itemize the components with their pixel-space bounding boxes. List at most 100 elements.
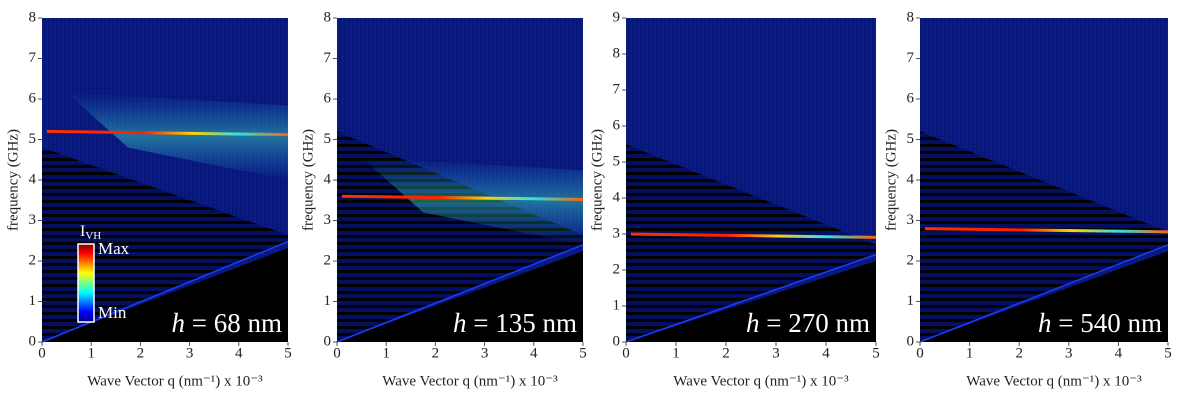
y-tick-label: 8 xyxy=(324,9,332,25)
y-tick-label: 6 xyxy=(324,90,332,106)
colorbar-title-sub: VH xyxy=(85,230,101,242)
heatmap-glow xyxy=(66,92,288,180)
heatmap-dark-region xyxy=(337,251,583,342)
y-tick-label: 2 xyxy=(324,252,332,268)
y-axis-label: frequency (GHz) xyxy=(300,129,316,231)
x-tick-label: 0 xyxy=(333,345,341,361)
annotation: h = 135 nm xyxy=(453,308,577,338)
x-tick-label: 3 xyxy=(481,345,489,361)
annotation-symbol: h xyxy=(453,308,467,338)
x-tick-label: 2 xyxy=(1015,345,1023,361)
panel: 0 1 2 3 4 5 0 1 2 3 4 5 6 7 8 9 Wave Vector q (nm⁻¹) x 1… xyxy=(589,9,879,389)
y-tick-label: 7 xyxy=(907,50,915,66)
heatmap-band xyxy=(630,232,877,239)
heatmap-lower-region xyxy=(42,147,288,342)
x-axis-label: Wave Vector q (nm⁻¹) x 10⁻³ xyxy=(87,373,263,389)
x-tick-label: 2 xyxy=(137,345,145,361)
x-tick-label: 1 xyxy=(382,345,390,361)
heatmap-band xyxy=(46,129,289,137)
y-tick-label: 3 xyxy=(907,212,915,228)
heatmap-lower-region xyxy=(626,144,876,342)
y-tick-label: 0 xyxy=(613,333,621,349)
panel: 0 1 2 3 4 5 0 1 2 3 4 5 6 7 8 Wave Vector q (nm⁻¹) x 10… xyxy=(300,9,586,389)
x-tick-label: 5 xyxy=(284,345,292,361)
panel: 0 1 2 3 4 5 0 1 2 3 4 5 6 7 8 Wave Vector q (nm⁻¹) x 10… xyxy=(883,9,1171,389)
y-tick-label: 4 xyxy=(907,171,915,187)
annotation-symbol: h xyxy=(1038,308,1052,338)
colorbar-max: Max xyxy=(98,239,130,258)
colorbar-title: IVH xyxy=(80,223,101,242)
x-tick-label: 1 xyxy=(966,345,974,361)
y-tick-label: 0 xyxy=(29,333,37,349)
annotation: h = 270 nm xyxy=(746,308,870,338)
annotation: h = 540 nm xyxy=(1038,308,1162,338)
heatmap-edge xyxy=(919,244,1169,343)
colorbar-min: Min xyxy=(98,303,127,322)
colorbar xyxy=(77,243,95,323)
heatmap-band xyxy=(341,194,584,201)
annotation-symbol: h xyxy=(746,308,760,338)
y-tick-label: 7 xyxy=(324,50,332,66)
y-tick-label: 4 xyxy=(29,171,37,187)
annotation-symbol: h xyxy=(172,308,186,338)
y-tick-label: 8 xyxy=(613,45,621,61)
y-tick-label: 5 xyxy=(29,131,37,147)
x-tick-label: 5 xyxy=(579,345,587,361)
y-tick-label: 4 xyxy=(324,171,332,187)
annotation-text: = 270 nm xyxy=(760,308,870,338)
y-axis-label: frequency (GHz) xyxy=(589,129,605,231)
y-tick-label: 1 xyxy=(613,297,621,313)
heatmap-dark-region xyxy=(626,261,876,342)
y-tick-label: 0 xyxy=(324,333,332,349)
x-axis-label: Wave Vector q (nm⁻¹) x 10⁻³ xyxy=(673,373,849,389)
heatmap-band xyxy=(924,227,1169,234)
annotation-text: = 540 nm xyxy=(1052,308,1162,338)
y-tick-label: 8 xyxy=(29,9,37,25)
y-tick-label: 4 xyxy=(613,189,621,205)
y-tick-label: 3 xyxy=(324,212,332,228)
x-tick-label: 1 xyxy=(672,345,680,361)
y-tick-label: 2 xyxy=(907,252,915,268)
y-tick-label: 7 xyxy=(613,81,621,97)
x-tick-label: 1 xyxy=(87,345,95,361)
heatmap-edge xyxy=(625,253,877,343)
y-tick-label: 2 xyxy=(29,252,37,268)
x-tick-label: 2 xyxy=(432,345,440,361)
y-tick-label: 3 xyxy=(613,225,621,241)
y-tick-label: 5 xyxy=(613,153,621,169)
y-tick-label: 7 xyxy=(29,50,37,66)
y-axis-label: frequency (GHz) xyxy=(883,129,899,231)
y-tick-label: 6 xyxy=(29,90,37,106)
heatmap-dark-region xyxy=(42,248,288,342)
x-axis-label: Wave Vector q (nm⁻¹) x 10⁻³ xyxy=(966,373,1142,389)
y-tick-label: 9 xyxy=(613,9,621,25)
y-tick-label: 5 xyxy=(907,131,915,147)
y-tick-label: 6 xyxy=(907,90,915,106)
heatmap-edge xyxy=(336,244,584,343)
y-tick-label: 2 xyxy=(613,261,621,277)
y-tick-label: 1 xyxy=(907,293,915,309)
colorbar-title-main: I xyxy=(80,223,85,240)
y-tick-label: 1 xyxy=(324,293,332,309)
panel: 0 1 2 3 4 5 0 1 2 3 4 5 6 7 8 Wave Vector q (nm⁻¹) x 10… xyxy=(5,9,291,389)
x-tick-label: 3 xyxy=(186,345,194,361)
y-tick-label: 5 xyxy=(324,131,332,147)
x-tick-label: 0 xyxy=(916,345,924,361)
annotation-text: = 68 nm xyxy=(185,308,282,338)
heatmap-lower-region xyxy=(920,131,1168,342)
heatmap-edge xyxy=(41,240,289,343)
annotation: h = 68 nm xyxy=(172,308,282,338)
x-tick-label: 4 xyxy=(822,345,830,361)
y-tick-label: 1 xyxy=(29,293,37,309)
x-tick-label: 0 xyxy=(622,345,630,361)
x-tick-label: 0 xyxy=(38,345,46,361)
x-tick-label: 2 xyxy=(722,345,730,361)
heatmap-glow xyxy=(361,157,583,245)
x-tick-label: 5 xyxy=(872,345,880,361)
y-tick-label: 3 xyxy=(29,212,37,228)
heatmap-dark-region xyxy=(920,251,1168,342)
y-axis-label: frequency (GHz) xyxy=(5,129,21,231)
x-tick-label: 3 xyxy=(1065,345,1073,361)
x-tick-label: 4 xyxy=(530,345,538,361)
